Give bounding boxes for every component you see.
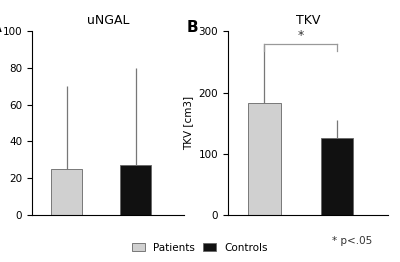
Title: uNGAL: uNGAL [87, 14, 129, 28]
Text: *: * [298, 29, 304, 42]
Y-axis label: TKV [cm3]: TKV [cm3] [183, 96, 193, 150]
Text: B: B [186, 20, 198, 35]
Bar [120, 165, 151, 215]
Title: TKV: TKV [296, 14, 320, 28]
Bar [248, 103, 281, 215]
Legend: Patients, Controls: Patients, Controls [128, 238, 272, 257]
Bar [321, 138, 354, 215]
Text: A: A [0, 20, 1, 35]
Text: * p<.05: * p<.05 [332, 236, 372, 246]
Bar [51, 169, 82, 215]
